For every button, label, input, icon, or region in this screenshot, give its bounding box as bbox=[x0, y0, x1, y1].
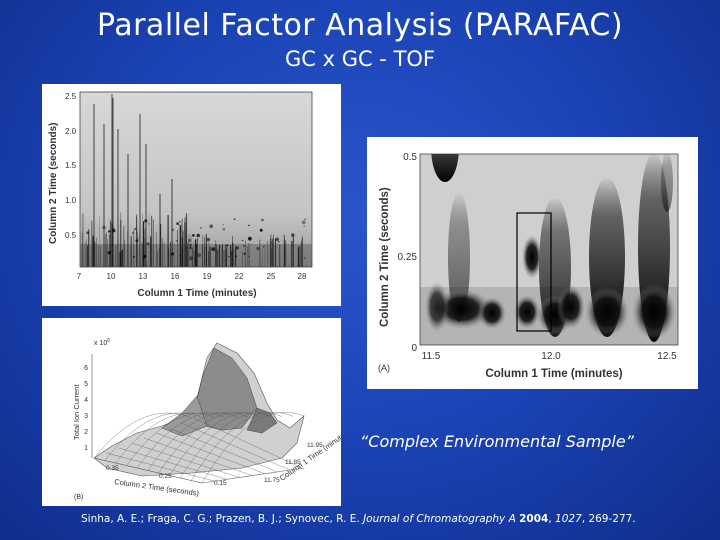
x-tick-label: 19 bbox=[203, 272, 212, 281]
surface-mesh bbox=[93, 342, 305, 484]
col2-tick-label: 0.35 bbox=[106, 465, 119, 472]
citation-volume: 1027 bbox=[555, 513, 582, 525]
surface-col2-ticks: 0.35 0.25 0.15 bbox=[106, 465, 227, 487]
y-tick-label: 1.5 bbox=[65, 161, 77, 170]
x-tick-label: 13 bbox=[139, 272, 148, 281]
x-tick-label: 25 bbox=[267, 272, 276, 281]
zoomed-x-label: Column 1 Time (minutes) bbox=[485, 368, 622, 380]
y-tick-label: 0 bbox=[411, 343, 417, 354]
citation-authors: Sinha, A. E.; Fraga, C. G.; Prazen, B. J… bbox=[81, 513, 360, 525]
surface-panel-label: (B) bbox=[74, 494, 83, 501]
surface-plot-panel: x 106 6 5 4 3 2 1 Total Ion Current 0.35… bbox=[42, 318, 341, 506]
zoomed-chromatogram-panel: 0.5 0.25 0 Column 2 Time (seconds) 11.5 … bbox=[367, 137, 698, 389]
col2-tick-label: 0.15 bbox=[214, 480, 227, 487]
x-tick-label: 16 bbox=[171, 272, 180, 281]
y-tick-label: 1.0 bbox=[65, 196, 77, 205]
full-chromatogram-y-label: Column 2 Time (seconds) bbox=[48, 122, 59, 244]
zoomed-panel-label: (A) bbox=[378, 363, 390, 373]
full-chromatogram-figure: 2.5 2.0 1.5 1.0 0.5 Column 2 Time (secon… bbox=[48, 91, 313, 299]
col1-tick-label: 11.95 bbox=[307, 442, 323, 449]
x-tick-label: 22 bbox=[235, 272, 244, 281]
zoomed-x-ticks: 11.5 12.0 12.5 bbox=[422, 351, 678, 362]
col2-tick-label: 0.25 bbox=[159, 473, 172, 480]
z-tick-label: 6 bbox=[84, 365, 88, 372]
surface-scale-label: x 106 bbox=[94, 338, 110, 347]
y-tick-label: 2.0 bbox=[65, 127, 77, 136]
slide-subtitle: GC x GC - TOF bbox=[284, 47, 435, 71]
sample-caption: “Complex Environmental Sample” bbox=[360, 432, 634, 451]
citation-journal: Journal of Chromatography A bbox=[363, 513, 516, 525]
zoomed-y-label: Column 2 Time (seconds) bbox=[379, 187, 391, 327]
surface-plot-figure: x 106 6 5 4 3 2 1 Total Ion Current 0.35… bbox=[72, 338, 341, 501]
surface-col2-label: Column 2 Time (seconds) bbox=[114, 477, 200, 498]
surface-z-ticks: 6 5 4 3 2 1 bbox=[84, 365, 88, 452]
citation-year: 2004 bbox=[519, 513, 549, 525]
z-tick-label: 1 bbox=[84, 445, 88, 452]
selected-peak-box bbox=[516, 212, 552, 332]
z-tick-label: 3 bbox=[84, 413, 88, 420]
z-tick-label: 5 bbox=[84, 381, 88, 388]
citation: Sinha, A. E.; Fraga, C. G.; Prazen, B. J… bbox=[81, 513, 636, 525]
x-tick-label: 7 bbox=[77, 272, 82, 281]
z-tick-label: 2 bbox=[84, 429, 88, 436]
x-tick-label: 12.0 bbox=[541, 351, 561, 362]
zoomed-chromatogram-figure: 0.5 0.25 0 Column 2 Time (seconds) 11.5 … bbox=[378, 152, 679, 380]
slide-title: Parallel Factor Analysis (PARAFAC) bbox=[96, 8, 624, 43]
full-chromatogram-x-ticks: 7 10 13 16 19 22 25 28 bbox=[77, 272, 307, 281]
y-tick-label: 0.25 bbox=[398, 252, 418, 263]
y-tick-label: 0.5 bbox=[65, 231, 77, 240]
z-tick-label: 4 bbox=[84, 397, 88, 404]
col1-tick-label: 11.85 bbox=[285, 459, 301, 466]
chromatogram-peaks bbox=[80, 94, 312, 267]
x-tick-label: 12.5 bbox=[657, 351, 677, 362]
surface-z-label: Total Ion Current bbox=[72, 384, 81, 440]
surface-col1-ticks: 11.95 11.85 11.75 bbox=[264, 442, 323, 484]
zoomed-y-ticks: 0.5 0.25 0 bbox=[398, 152, 418, 354]
x-tick-label: 28 bbox=[298, 272, 307, 281]
y-tick-label: 0.5 bbox=[403, 152, 417, 163]
citation-pages: , 269-277. bbox=[581, 513, 636, 525]
full-chromatogram-panel: 2.5 2.0 1.5 1.0 0.5 Column 2 Time (secon… bbox=[42, 84, 341, 306]
full-chromatogram-y-ticks: 2.5 2.0 1.5 1.0 0.5 bbox=[65, 92, 77, 240]
x-tick-label: 11.5 bbox=[422, 351, 441, 362]
x-tick-label: 10 bbox=[107, 272, 116, 281]
y-tick-label: 2.5 bbox=[65, 92, 77, 101]
col1-tick-label: 11.75 bbox=[264, 477, 280, 484]
full-chromatogram-x-label: Column 1 Time (minutes) bbox=[137, 288, 256, 299]
zoomed-peaks bbox=[420, 154, 678, 345]
